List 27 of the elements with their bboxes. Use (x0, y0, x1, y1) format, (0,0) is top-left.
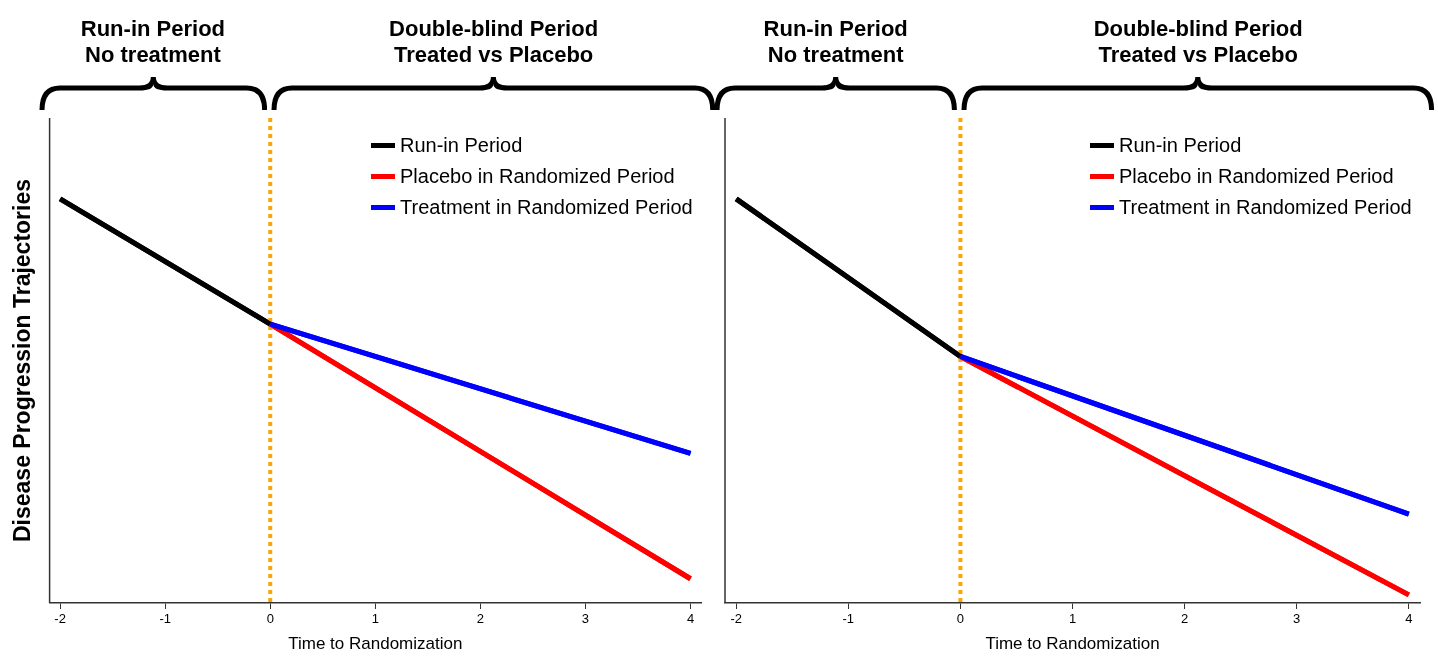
x-tick-label: -2 (54, 611, 66, 627)
x-tick-label: 3 (1293, 611, 1301, 627)
legend-label: Treatment in Randomized Period (1119, 196, 1412, 219)
legend-label: Placebo in Randomized Period (1119, 165, 1394, 188)
legend-label: Placebo in Randomized Period (400, 165, 675, 188)
x-tick-label: -2 (730, 611, 742, 627)
x-tick-label: 2 (476, 611, 484, 627)
x-tick-label: 0 (266, 611, 274, 627)
x-tick-label: 4 (1405, 611, 1413, 627)
text: Run-in Period No treatment (763, 16, 908, 68)
text: Double-blind Period Treated vs Placebo (1093, 16, 1303, 68)
legend-label: Treatment in Randomized Period (400, 196, 693, 219)
x-axis-title: Time to Randomization (985, 634, 1160, 654)
x-tick-label: 0 (956, 611, 965, 627)
legend-label: Run-in Period (400, 134, 523, 157)
x-tick-label: -1 (842, 611, 855, 627)
x-tick-label: -1 (159, 611, 171, 627)
y-axis-title: Disease Progression Trajectories (9, 178, 36, 543)
text: Double-blind Period Treated vs Placebo (389, 16, 599, 68)
x-axis-title: Time to Randomization (288, 634, 463, 654)
x-tick-label: 4 (686, 611, 695, 627)
x-tick-label: 1 (1068, 611, 1077, 627)
x-tick-label: 3 (581, 611, 590, 627)
x-tick-label: 1 (371, 611, 379, 627)
legend-label: Run-in Period (1119, 134, 1242, 157)
x-tick-label: 2 (1180, 611, 1189, 627)
text: Run-in Period No treatment (80, 16, 226, 68)
